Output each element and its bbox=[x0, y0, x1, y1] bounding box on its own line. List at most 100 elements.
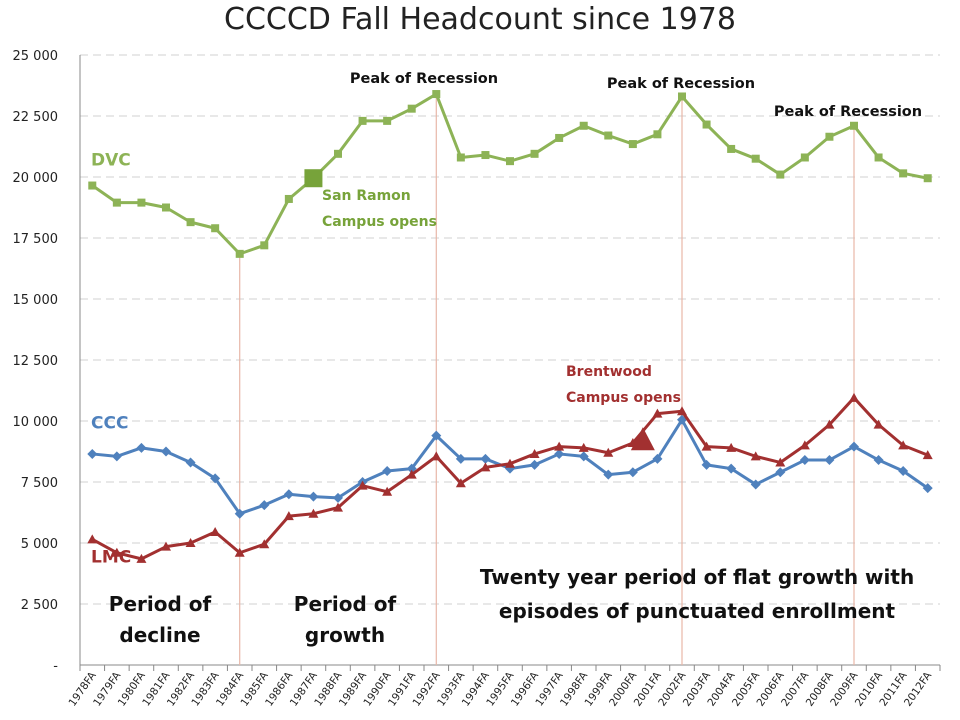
series-label-dvc: DVC bbox=[91, 150, 131, 170]
flat-growth-label: Twenty year period of flat growth with bbox=[480, 565, 914, 589]
data-point-ccc bbox=[111, 451, 122, 462]
data-point-ccc bbox=[259, 500, 270, 511]
y-tick-label: 22 500 bbox=[13, 110, 59, 125]
data-point-dvc bbox=[186, 218, 195, 227]
data-point-dvc bbox=[456, 153, 465, 162]
period-decline-label: decline bbox=[119, 623, 200, 647]
data-point-ccc bbox=[726, 463, 737, 474]
data-point-dvc bbox=[776, 170, 785, 179]
data-point-ccc bbox=[455, 453, 466, 464]
y-tick-label: - bbox=[53, 659, 58, 674]
data-point-dvc bbox=[383, 116, 392, 125]
data-point-ccc bbox=[849, 441, 859, 452]
data-point-dvc bbox=[506, 157, 514, 166]
data-point-lmc bbox=[406, 469, 417, 479]
data-point-dvc bbox=[530, 149, 539, 158]
period-growth-label: growth bbox=[305, 623, 385, 647]
data-point-dvc bbox=[579, 121, 588, 130]
data-point-dvc bbox=[88, 181, 97, 190]
data-point-lmc bbox=[578, 442, 589, 452]
data-point-dvc bbox=[628, 140, 637, 149]
data-point-ccc bbox=[529, 459, 540, 470]
data-point-lmc bbox=[87, 534, 98, 544]
data-point-ccc bbox=[308, 491, 319, 502]
data-point-dvc bbox=[334, 149, 342, 158]
san-ramon-marker bbox=[304, 169, 323, 188]
data-point-lmc bbox=[185, 538, 196, 547]
data-point-dvc bbox=[137, 198, 146, 207]
data-point-ccc bbox=[210, 473, 221, 484]
data-point-ccc bbox=[283, 489, 294, 500]
brentwood-marker bbox=[630, 427, 655, 451]
data-point-lmc bbox=[308, 508, 319, 518]
data-point-dvc bbox=[407, 104, 416, 113]
data-point-lmc bbox=[799, 440, 810, 450]
data-point-lmc bbox=[161, 541, 171, 551]
data-point-ccc bbox=[898, 466, 909, 477]
y-tick-label: 15 000 bbox=[13, 293, 59, 308]
data-point-dvc bbox=[800, 153, 809, 162]
data-point-ccc bbox=[382, 466, 393, 477]
period-growth-label: Period of bbox=[294, 592, 397, 616]
data-point-ccc bbox=[627, 467, 638, 478]
data-point-dvc bbox=[727, 144, 736, 153]
data-point-dvc bbox=[604, 131, 613, 140]
data-point-dvc bbox=[751, 154, 760, 163]
series-label-ccc: CCC bbox=[91, 413, 128, 433]
data-point-ccc bbox=[922, 483, 933, 494]
data-point-dvc bbox=[112, 198, 121, 207]
san-ramon-label: San Ramon bbox=[322, 188, 411, 204]
data-point-lmc bbox=[775, 457, 786, 467]
data-point-ccc bbox=[185, 457, 196, 468]
data-point-dvc bbox=[555, 133, 564, 142]
flat-growth-label: episodes of punctuated enrollment bbox=[499, 599, 896, 623]
data-point-ccc bbox=[603, 469, 614, 480]
y-tick-label: 7 500 bbox=[21, 476, 58, 491]
peak-label: Peak of Recession bbox=[350, 71, 498, 87]
data-point-lmc bbox=[701, 441, 712, 451]
data-point-lmc bbox=[234, 547, 245, 557]
data-point-lmc bbox=[136, 553, 147, 563]
data-point-dvc bbox=[284, 194, 293, 203]
data-point-dvc bbox=[874, 153, 883, 162]
data-point-dvc bbox=[678, 92, 686, 101]
brentwood-label: Campus opens bbox=[566, 390, 681, 406]
data-point-lmc bbox=[750, 451, 761, 461]
data-point-lmc bbox=[210, 527, 221, 537]
period-decline-label: Period of bbox=[109, 592, 212, 616]
data-point-dvc bbox=[850, 121, 858, 130]
data-point-ccc bbox=[652, 453, 663, 464]
data-point-lmc bbox=[873, 419, 884, 429]
data-point-ccc bbox=[554, 448, 565, 459]
data-point-dvc bbox=[481, 151, 490, 160]
data-point-lmc bbox=[431, 451, 442, 461]
brentwood-label: Brentwood bbox=[566, 364, 652, 380]
y-tick-label: 17 500 bbox=[13, 232, 59, 247]
y-tick-label: 2 500 bbox=[21, 598, 58, 613]
data-point-ccc bbox=[750, 479, 761, 490]
y-tick-label: 12 500 bbox=[13, 354, 59, 369]
data-point-dvc bbox=[162, 203, 170, 212]
data-point-ccc bbox=[136, 442, 147, 453]
data-point-lmc bbox=[357, 480, 368, 490]
data-point-lmc bbox=[898, 440, 909, 450]
data-point-ccc bbox=[578, 451, 589, 462]
data-point-dvc bbox=[358, 116, 367, 125]
data-point-lmc bbox=[554, 441, 565, 451]
data-point-dvc bbox=[899, 169, 908, 178]
data-point-lmc bbox=[505, 458, 515, 468]
data-point-lmc bbox=[603, 447, 614, 457]
data-point-ccc bbox=[873, 455, 884, 466]
data-point-ccc bbox=[431, 430, 442, 441]
data-point-ccc bbox=[701, 459, 712, 470]
data-point-ccc bbox=[234, 508, 245, 519]
series-label-lmc: LMC bbox=[91, 548, 131, 568]
data-point-lmc bbox=[382, 486, 393, 496]
y-tick-label: 20 000 bbox=[13, 171, 59, 186]
data-point-lmc bbox=[677, 406, 687, 416]
y-tick-label: 10 000 bbox=[13, 415, 59, 430]
data-point-lmc bbox=[283, 511, 294, 521]
data-point-dvc bbox=[825, 132, 834, 141]
data-point-ccc bbox=[799, 455, 810, 466]
data-point-ccc bbox=[87, 448, 98, 459]
